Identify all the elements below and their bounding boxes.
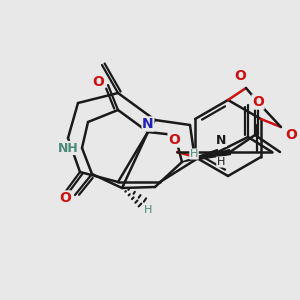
Text: O: O [234, 69, 246, 83]
Text: H: H [217, 157, 225, 167]
Text: N: N [216, 134, 226, 146]
Text: O: O [252, 95, 264, 109]
Text: N: N [142, 117, 154, 131]
Polygon shape [182, 150, 219, 162]
Text: H: H [190, 149, 198, 159]
Text: O: O [92, 75, 104, 89]
Text: O: O [285, 128, 297, 142]
Text: NH: NH [58, 142, 78, 154]
Polygon shape [195, 150, 231, 160]
Text: H: H [144, 205, 152, 215]
Text: O: O [59, 191, 71, 205]
Text: O: O [168, 133, 180, 147]
